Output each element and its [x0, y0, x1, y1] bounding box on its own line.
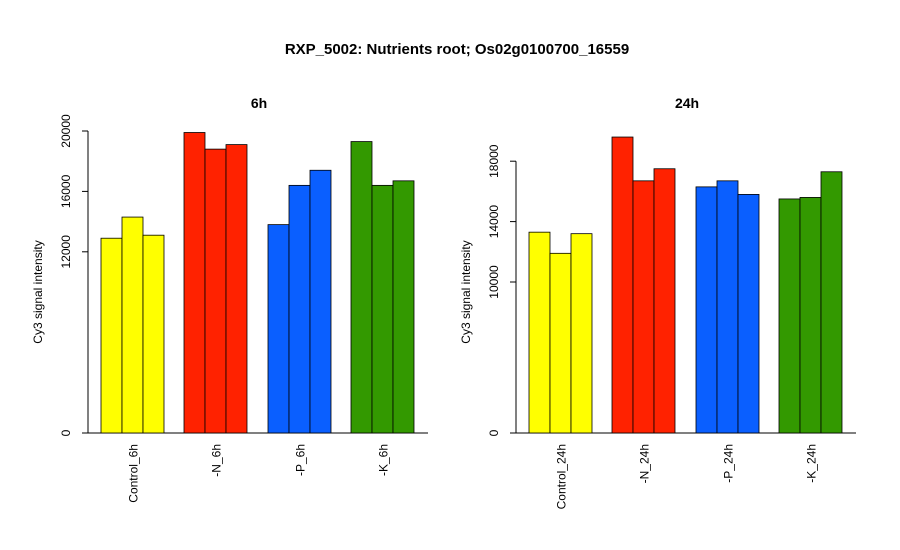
bar-control24h-rep2 [549, 252, 572, 434]
bar-n24h-rep2 [632, 180, 655, 434]
y-tick-label: 20000 [59, 114, 73, 148]
bar-k6h-rep2 [371, 184, 394, 434]
y-tick-label: 14000 [487, 205, 501, 239]
bar-p24h-rep1 [695, 186, 718, 434]
x-category-label: -N_6h [210, 444, 224, 477]
panel-24h: 24h Cy3 signal intensity 0 10000 14000 18000 C… [459, 95, 856, 509]
y-axis-label: Cy3 signal intensity [31, 240, 45, 343]
y-tick-label: 18000 [487, 144, 501, 178]
bar-control24h-rep1 [528, 231, 551, 434]
bar-n6h-rep2 [204, 148, 227, 434]
figure-title: RXP_5002: Nutrients root; Os02g0100700_1… [285, 41, 629, 58]
bar-n6h-rep3 [225, 144, 248, 434]
y-tick-label: 0 [59, 429, 73, 436]
bar-control6h-rep2 [121, 216, 144, 434]
bar-k6h-rep3 [392, 180, 415, 434]
bar-control6h-rep3 [142, 234, 165, 434]
x-category-label: -K_24h [805, 444, 819, 483]
bar-n6h-rep1 [183, 132, 206, 434]
bar-k24h-rep2 [799, 197, 822, 434]
x-category-label: -N_24h [638, 444, 652, 483]
bar-p6h-rep3 [309, 169, 332, 434]
x-category-label: Control_6h [127, 444, 141, 503]
bar-control24h-rep3 [570, 233, 593, 434]
x-category-label: -P_6h [294, 444, 308, 476]
bar-p24h-rep2 [716, 180, 739, 434]
x-category-label: Control_24h [555, 444, 569, 509]
y-tick-label: 0 [487, 429, 501, 436]
y-tick-label: 12000 [59, 235, 73, 269]
bar-p6h-rep2 [288, 184, 311, 434]
y-axis-label: Cy3 signal intensity [459, 240, 473, 343]
panel-title: 24h [675, 95, 699, 111]
x-category-label: -P_24h [722, 444, 736, 483]
bar-n24h-rep1 [611, 136, 634, 434]
panel-6h: 6h Cy3 signal intensity 0 12000 16000 20000 Co… [31, 95, 428, 503]
bar-control6h-rep1 [100, 237, 123, 434]
bar-k24h-rep1 [778, 198, 801, 434]
panel-title: 6h [251, 95, 267, 111]
bar-p6h-rep1 [267, 224, 290, 434]
bar-k24h-rep3 [820, 171, 843, 434]
x-category-label: -K_6h [377, 444, 391, 476]
y-tick-label: 16000 [59, 174, 73, 208]
bar-k6h-rep1 [350, 141, 373, 434]
bar-n24h-rep3 [653, 168, 676, 434]
bar-p24h-rep3 [737, 194, 760, 434]
y-tick-label: 10000 [487, 265, 501, 299]
